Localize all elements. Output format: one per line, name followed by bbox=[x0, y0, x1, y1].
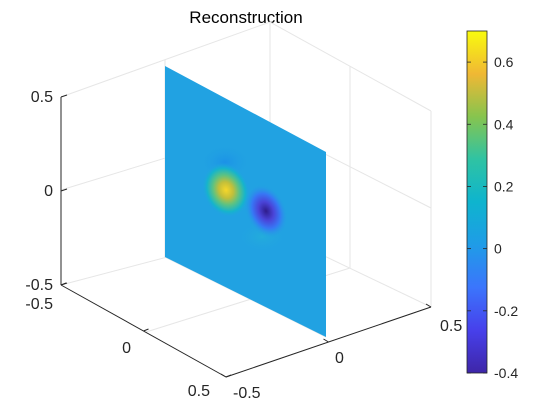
colorbar-tick-label: 0.6 bbox=[494, 54, 514, 70]
colorbar-tick-label: -0.4 bbox=[494, 365, 518, 381]
positive-peak bbox=[202, 162, 250, 218]
z-tick-label: 0.5 bbox=[31, 89, 53, 106]
colorbar-gradient bbox=[466, 30, 488, 374]
colorbar-tick-label: 0.2 bbox=[494, 178, 514, 194]
y-tick-mark bbox=[225, 374, 232, 378]
colorbar-tick-label: 0.4 bbox=[494, 116, 514, 132]
x-tick-label: 0 bbox=[335, 350, 344, 367]
z-tick-label: -0.5 bbox=[25, 277, 53, 294]
y-tick-label: -0.5 bbox=[25, 296, 53, 313]
z-tick-label: 0 bbox=[44, 183, 53, 200]
colorbar-tick-label: 0 bbox=[494, 241, 502, 257]
colorbar-ticks: -0.4 -0.2 0 0.2 0.4 0.6 bbox=[467, 54, 518, 381]
y-tick-label: 0 bbox=[122, 340, 131, 357]
x-tick-label: 0.5 bbox=[440, 318, 462, 335]
x-tick-mark bbox=[323, 338, 329, 343]
y-tick-mark bbox=[143, 328, 149, 332]
y-tick-label: 0.5 bbox=[188, 383, 210, 400]
negative-peak bbox=[244, 184, 288, 238]
colorbar: -0.4 -0.2 0 0.2 0.4 0.6 bbox=[466, 30, 518, 381]
tick-labels: -0.5 0 0.5 -0.5 0 0.5 -0.5 0 0.5 bbox=[25, 89, 462, 402]
colorbar-tick-label: -0.2 bbox=[494, 303, 518, 319]
z-tick-mark bbox=[60, 94, 68, 98]
z-tick-mark bbox=[60, 188, 68, 192]
chart-title: Reconstruction bbox=[189, 8, 302, 27]
x-tick-mark bbox=[425, 303, 432, 308]
x-tick-mark bbox=[220, 373, 227, 378]
slice-plane bbox=[165, 66, 326, 337]
y-tick-mark bbox=[60, 282, 67, 286]
tick-marks bbox=[60, 94, 432, 378]
x-tick-label: -0.5 bbox=[233, 385, 261, 402]
